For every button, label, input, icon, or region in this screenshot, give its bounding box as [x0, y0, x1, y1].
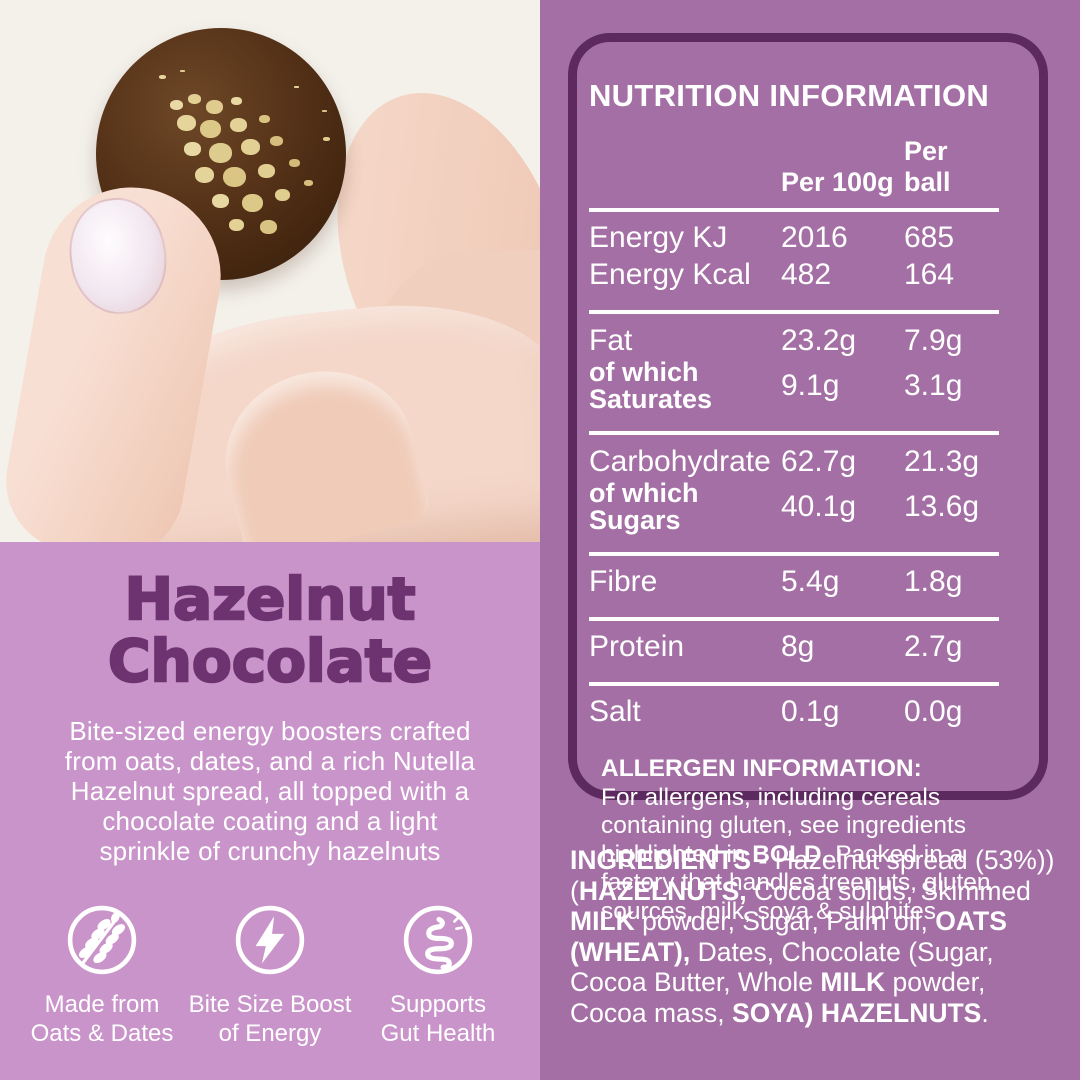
separator	[589, 682, 999, 686]
right-panel: NUTRITION INFORMATION Per 100g Per ball …	[540, 0, 1080, 1080]
ingredients-text: INGREDIENTS - Hazelnut spread (53%))(HAZ…	[570, 845, 1055, 1028]
row-fibre: Fibre 5.4g 1.8g	[589, 565, 963, 598]
col-header-per-100g: Per 100g	[781, 167, 894, 197]
separator	[589, 552, 999, 556]
allergen-information: ALLERGEN INFORMATION: For allergens, inc…	[601, 755, 999, 926]
description-line: Hazelnut spread, all topped with a	[70, 776, 470, 806]
row-energy: Energy KJ 2016 685 Energy Kcal 482 164	[589, 221, 955, 291]
product-photo	[0, 0, 540, 542]
nutrition-header-row: Per 100g Per ball	[589, 136, 999, 198]
separator	[589, 431, 999, 435]
row-salt: Salt 0.1g 0.0g	[589, 695, 963, 728]
page-title: Hazelnut Chocolate	[0, 565, 540, 695]
title-line-1: Hazelnut	[123, 565, 416, 633]
feature-label: Supports Gut Health	[380, 991, 496, 1047]
separator	[589, 208, 999, 212]
title-line-2: Chocolate	[107, 627, 433, 695]
description-line: Bite-sized energy boosters crafted	[69, 716, 471, 746]
row-fat: Fat 23.2g 7.9g of which Saturates 9.1g 3…	[589, 324, 963, 414]
left-panel: Hazelnut Chocolate Bite-sized energy boo…	[0, 0, 540, 1080]
feature-oats-dates: Made from Oats & Dates	[18, 904, 186, 1048]
hazelnut-crumbs	[170, 100, 183, 110]
nutrition-panel: NUTRITION INFORMATION Per 100g Per ball …	[568, 33, 1048, 925]
allergen-text: For allergens, including cereals contain…	[601, 783, 991, 925]
separator	[589, 310, 999, 314]
wheat-icon	[67, 905, 137, 975]
gut-icon	[403, 905, 473, 975]
allergen-title: ALLERGEN INFORMATION:	[601, 755, 922, 782]
product-info-panel: Hazelnut Chocolate Bite-sized energy boo…	[0, 542, 540, 1080]
feature-badges: Made from Oats & Dates Bite Size Boost o…	[0, 904, 540, 1048]
separator	[589, 617, 999, 621]
nutrition-title: NUTRITION INFORMATION	[589, 78, 990, 113]
product-description: Bite-sized energy boosters crafted from …	[0, 716, 540, 866]
feature-label: Made from Oats & Dates	[30, 991, 174, 1047]
description-line: from oats, dates, and a rich Nutella	[64, 746, 476, 776]
feature-label: Bite Size Boost of Energy	[188, 991, 352, 1047]
col-header-per-ball: Per ball	[904, 136, 951, 197]
description-line: sprinkle of crunchy hazelnuts	[99, 836, 441, 866]
feature-gut-health: Supports Gut Health	[354, 904, 522, 1048]
row-protein: Protein 8g 2.7g	[589, 630, 963, 663]
feature-energy: Bite Size Boost of Energy	[186, 904, 354, 1048]
lightning-icon	[235, 905, 305, 975]
row-carbohydrate: Carbohydrate 62.7g 21.3g of which Sugars…	[589, 445, 980, 535]
description-line: chocolate coating and a light	[102, 806, 438, 836]
